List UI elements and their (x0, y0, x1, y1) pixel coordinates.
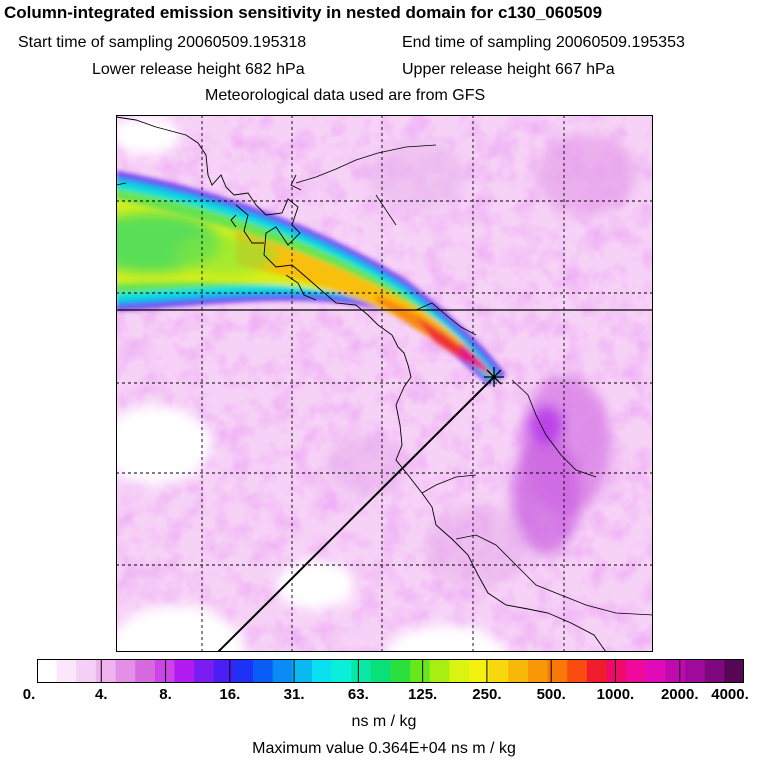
colorbar-cell (508, 659, 529, 683)
colorbar-cell (704, 659, 725, 683)
colorbar-cell (95, 659, 117, 683)
colorbar-cell (37, 659, 58, 683)
plot-title: Column-integrated emission sensitivity i… (4, 3, 603, 22)
colorbar-cell (272, 659, 293, 683)
colorbar-cell (586, 659, 608, 683)
colorbar-cell (626, 659, 647, 683)
colorbar-cell (469, 659, 490, 683)
release-point-marker (484, 367, 504, 387)
colorbar-cell (547, 659, 568, 683)
colorbar-cell (488, 659, 509, 683)
colorbar-cell (292, 659, 313, 683)
colorbar-cell (253, 659, 274, 683)
met-data-label: Meteorological data used are from GFS (205, 87, 486, 104)
colorbar-units-label: ns m / kg (351, 713, 417, 730)
colorbar-cell (567, 659, 588, 683)
colorbar-cell (527, 659, 549, 683)
colorbar-tick-label: 31. (283, 686, 305, 703)
maximum-value-label: Maximum value 0.364E+04 ns m / kg (252, 740, 516, 757)
colorbar-cell (665, 659, 686, 683)
colorbar-tick-label: 125. (408, 686, 438, 703)
colorbar-cell (233, 659, 254, 683)
colorbar-cell (331, 659, 352, 683)
end-time-label: End time of sampling 20060509.195353 (402, 34, 685, 51)
colorbar-cell (311, 659, 333, 683)
colorbar-cell (370, 659, 392, 683)
colorbar-tick-label: 4. (95, 686, 108, 703)
colorbar-cell (194, 659, 215, 683)
colorbar-tick-label: 63. (347, 686, 369, 703)
colorbar-cell (174, 659, 195, 683)
colorbar-cell (449, 659, 470, 683)
upper-release-height-label: Upper release height 667 hPa (402, 61, 615, 78)
colorbar-tick-label: 0. (22, 686, 36, 703)
colorbar-cell (724, 659, 744, 683)
coastline (116, 116, 607, 652)
colorbar-cell (645, 659, 667, 683)
colorbar-cell (390, 659, 411, 683)
colorbar-cell (135, 659, 156, 683)
colorbar-cell (154, 659, 176, 683)
colorbar-tick-label: 250. (472, 686, 502, 703)
start-time-label: Start time of sampling 20060509.195318 (18, 34, 307, 51)
colorbar-cell (606, 659, 627, 683)
country-borders (116, 144, 653, 616)
colorbar (37, 659, 744, 683)
emission-sensitivity-map (116, 115, 653, 652)
flight-track (217, 376, 495, 652)
colorbar-tick-label: 1000. (596, 686, 635, 703)
colorbar-cell (685, 659, 706, 683)
colorbar-tick-label: 4000. (711, 686, 749, 703)
colorbar-cell (76, 659, 97, 683)
colorbar-cell (115, 659, 136, 683)
colorbar-cell (213, 659, 234, 683)
colorbar-tick-label: 500. (536, 686, 566, 703)
lower-release-height-label: Lower release height 682 hPa (92, 61, 305, 78)
colorbar-cell (429, 659, 451, 683)
colorbar-tick-label: 2000. (660, 686, 699, 703)
colorbar-tick-label: 16. (219, 686, 241, 703)
colorbar-cell (410, 659, 431, 683)
colorbar-cell (351, 659, 372, 683)
colorbar-tick-label: 8. (159, 686, 172, 703)
colorbar-cell (56, 659, 77, 683)
